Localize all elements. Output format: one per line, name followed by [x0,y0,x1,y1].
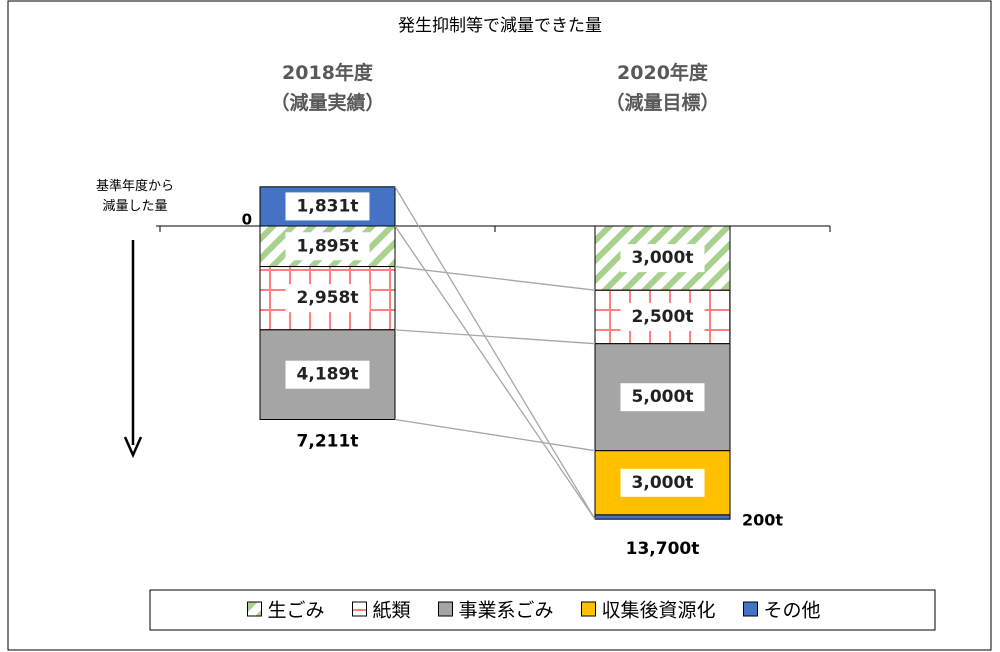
legend-label: その他 [764,600,821,622]
value-label: 200t [742,511,783,530]
value-label-box [285,360,370,389]
y-tick-label: 0 [242,211,252,229]
value-label-box [285,232,370,261]
legend-label: 生ごみ [268,600,325,622]
value-label: 3,000t [632,473,694,493]
value-label-box [285,284,370,313]
connector [394,265,596,291]
value-label: 2,958t [297,288,359,308]
value-label: 1,831t [297,196,359,216]
value-label-box [620,302,705,331]
legend-box [149,589,936,631]
legend-swatch [247,601,262,617]
legend-label: 紙類 [373,600,411,622]
value-label-box [620,244,705,273]
legend-label: 収集後資源化 [602,600,716,622]
legend-swatch [352,601,367,617]
legend-label: 事業系ごみ [459,600,554,622]
value-label: 3,000t [632,248,694,268]
arrow-head [123,436,143,459]
connector [394,186,596,520]
category-label: 2018年度 （減量実績） [270,62,385,114]
chart-title: 発生抑制等で減量できた量 [398,16,602,36]
axis-note: 基準年度から 減量した量 [95,179,174,214]
legend-swatch [581,601,596,617]
value-label: 4,189t [297,365,359,385]
legend-swatch [438,601,453,617]
value-label: 5,000t [632,387,694,407]
legend-swatch [743,601,758,617]
frame [7,0,992,651]
total-label: 13,700t [626,539,700,559]
total-label: 7,211t [297,431,359,451]
connector [394,329,596,345]
value-label: 2,500t [632,307,694,327]
connector [394,225,596,520]
connector [394,418,596,452]
value-label-box [620,383,705,412]
value-label-box [620,468,705,497]
value-label-box [285,192,370,221]
value-label: 1,895t [297,236,359,256]
bar-segment [594,514,731,520]
category-label: 2020年度 （減量目標） [605,62,720,114]
